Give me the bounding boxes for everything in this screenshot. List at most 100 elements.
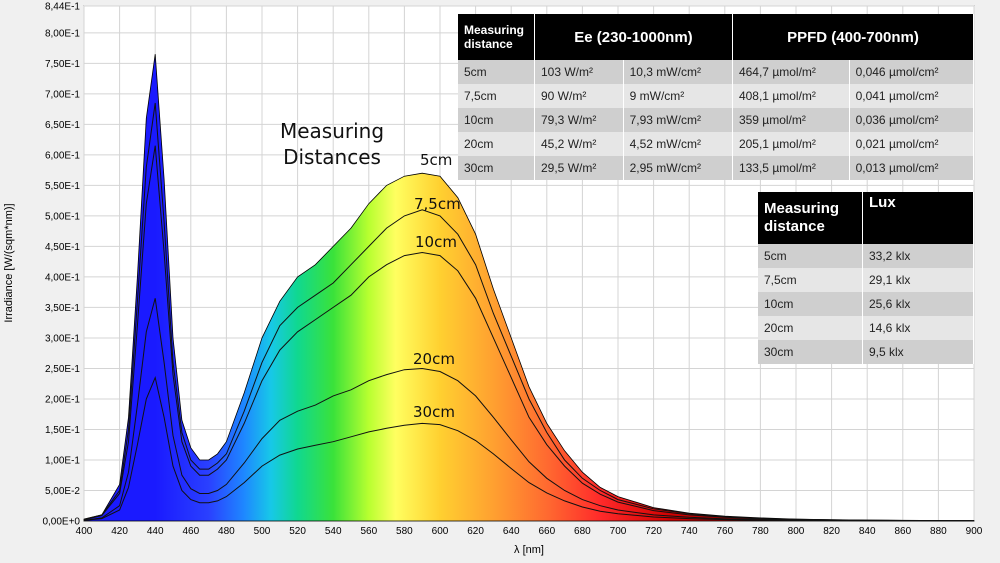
x-tick-label: 800	[788, 526, 805, 537]
cell-distance: 7,5cm	[458, 84, 535, 108]
cell-ee-mwcm2: 7,93 mW/cm²	[623, 108, 733, 132]
header-ee: Ee (230-1000nm)	[534, 14, 733, 60]
cell-ee-wm2: 79,3 W/m²	[534, 108, 624, 132]
series-line-10cm	[83, 145, 975, 522]
x-axis-label: λ [nm]	[514, 544, 544, 556]
x-tick-label: 480	[218, 526, 235, 537]
y-tick-label: 5,50E-1	[45, 181, 80, 192]
annotation-line1: Measuring	[279, 119, 385, 143]
x-axis-ticks: 400 420 440 460 480 500 520 540 560 580 600 620 640 6…	[76, 526, 983, 537]
cell-lux: 25,6 klx	[862, 292, 974, 316]
x-tick-label: 860	[894, 526, 911, 537]
irradiance-table: Measuring distance Ee (230-1000nm) PPFD …	[458, 14, 975, 180]
cell-distance: 5cm	[758, 244, 863, 268]
y-tick-label: 8,00E-1	[45, 28, 80, 39]
annotation-line2: Distances	[283, 145, 381, 169]
x-tick-label: 600	[432, 526, 449, 537]
y-tick-label: 3,50E-1	[45, 303, 80, 314]
curve-label-30cm: 30cm	[413, 403, 455, 421]
y-tick-label: 4,00E-1	[45, 272, 80, 283]
cell-ee-mwcm2: 9 mW/cm²	[623, 84, 733, 108]
x-tick-label: 820	[823, 526, 840, 537]
y-tick-label: 7,00E-1	[45, 89, 80, 100]
x-tick-label: 460	[182, 526, 199, 537]
x-tick-label: 740	[681, 526, 698, 537]
table-row: 10cm 25,6 klx	[758, 292, 974, 316]
measuring-distances-annotation: Measuring Distances	[262, 118, 402, 170]
lux-table-header: Measuring distance Lux	[758, 192, 974, 244]
series-line-7-5cm	[83, 102, 975, 522]
cell-ee-wm2: 103 W/m²	[534, 60, 624, 84]
cell-ppfd-cm2: 0,021 µmol/cm²	[849, 132, 975, 156]
cell-ppfd-m2: 408,1 µmol/m²	[732, 84, 850, 108]
table-row: 7,5cm 90 W/m² 9 mW/cm² 408,1 µmol/m² 0,0…	[458, 84, 975, 108]
cell-distance: 20cm	[758, 316, 863, 340]
cell-ee-wm2: 90 W/m²	[534, 84, 624, 108]
cell-distance: 30cm	[458, 156, 535, 180]
table-row: 5cm 103 W/m² 10,3 mW/cm² 464,7 µmol/m² 0…	[458, 60, 975, 84]
series-lines	[83, 102, 975, 522]
curve-label-7-5cm: 7,5cm	[414, 195, 461, 213]
y-tick-label: 3,00E-1	[45, 333, 80, 344]
y-axis-ticks: 0,00E+0 5,00E-2 1,00E-1 1,50E-1 2,00E-1 2,50E…	[42, 2, 80, 528]
cell-ppfd-cm2: 0,046 µmol/cm²	[849, 60, 975, 84]
x-tick-label: 520	[289, 526, 306, 537]
cell-ppfd-cm2: 0,013 µmol/cm²	[849, 156, 975, 180]
x-tick-label: 400	[76, 526, 93, 537]
y-tick-label: 5,00E-2	[45, 486, 80, 497]
cell-distance: 5cm	[458, 60, 535, 84]
header-measuring-distance: Measuring distance	[758, 192, 863, 244]
table-row: 10cm 79,3 W/m² 7,93 mW/cm² 359 µmol/m² 0…	[458, 108, 975, 132]
cell-lux: 9,5 klx	[862, 340, 974, 364]
y-tick-label: 2,50E-1	[45, 364, 80, 375]
y-tick-label: 0,00E+0	[42, 517, 80, 528]
table-row: 20cm 14,6 klx	[758, 316, 974, 340]
y-tick-label: 7,50E-1	[45, 59, 80, 70]
curve-label-5cm: 5cm	[420, 151, 453, 169]
cell-ppfd-m2: 359 µmol/m²	[732, 108, 850, 132]
cell-distance: 30cm	[758, 340, 863, 364]
x-tick-label: 880	[930, 526, 947, 537]
cell-ppfd-m2: 205,1 µmol/m²	[732, 132, 850, 156]
cell-distance: 10cm	[758, 292, 863, 316]
series-line-30cm	[83, 375, 974, 522]
table-row: 30cm 29,5 W/m² 2,95 mW/cm² 133,5 µmol/m²…	[458, 156, 975, 180]
x-tick-label: 620	[467, 526, 484, 537]
cell-ppfd-m2: 133,5 µmol/m²	[732, 156, 850, 180]
table-row: 20cm 45,2 W/m² 4,52 mW/cm² 205,1 µmol/m²…	[458, 132, 975, 156]
header-lux: Lux	[862, 192, 974, 244]
x-tick-label: 900	[966, 526, 983, 537]
y-axis-label: Irradiance [W/(sqm*nm)]	[3, 203, 15, 322]
y-tick-label: 1,50E-1	[45, 425, 80, 436]
y-tick-label: 6,50E-1	[45, 120, 80, 131]
x-tick-label: 560	[360, 526, 377, 537]
curve-label-20cm: 20cm	[413, 350, 455, 368]
x-tick-label: 840	[859, 526, 876, 537]
cell-lux: 29,1 klx	[862, 268, 974, 292]
cell-distance: 20cm	[458, 132, 535, 156]
x-tick-label: 580	[396, 526, 413, 537]
cell-ppfd-m2: 464,7 µmol/m²	[732, 60, 850, 84]
lux-table: Measuring distance Lux 5cm 33,2 klx 7,5c…	[758, 192, 974, 364]
y-tick-label: 1,00E-1	[45, 455, 80, 466]
y-tick-label: 4,50E-1	[45, 242, 80, 253]
irradiance-table-header: Measuring distance Ee (230-1000nm) PPFD …	[458, 14, 975, 60]
x-tick-label: 700	[610, 526, 627, 537]
x-tick-label: 420	[111, 526, 128, 537]
x-tick-label: 500	[254, 526, 271, 537]
cell-ee-mwcm2: 2,95 mW/cm²	[623, 156, 733, 180]
table-row: 7,5cm 29,1 klx	[758, 268, 974, 292]
x-tick-label: 440	[147, 526, 164, 537]
cell-distance: 7,5cm	[758, 268, 863, 292]
y-tick-label: 2,00E-1	[45, 394, 80, 405]
x-tick-label: 720	[645, 526, 662, 537]
cell-ee-mwcm2: 10,3 mW/cm²	[623, 60, 733, 84]
cell-ppfd-cm2: 0,041 µmol/cm²	[849, 84, 975, 108]
curve-label-10cm: 10cm	[415, 233, 457, 251]
cell-ee-wm2: 45,2 W/m²	[534, 132, 624, 156]
x-tick-label: 780	[752, 526, 769, 537]
cell-ppfd-cm2: 0,036 µmol/cm²	[849, 108, 975, 132]
cell-ee-mwcm2: 4,52 mW/cm²	[623, 132, 733, 156]
x-tick-label: 660	[538, 526, 555, 537]
series-line-20cm	[83, 298, 974, 522]
